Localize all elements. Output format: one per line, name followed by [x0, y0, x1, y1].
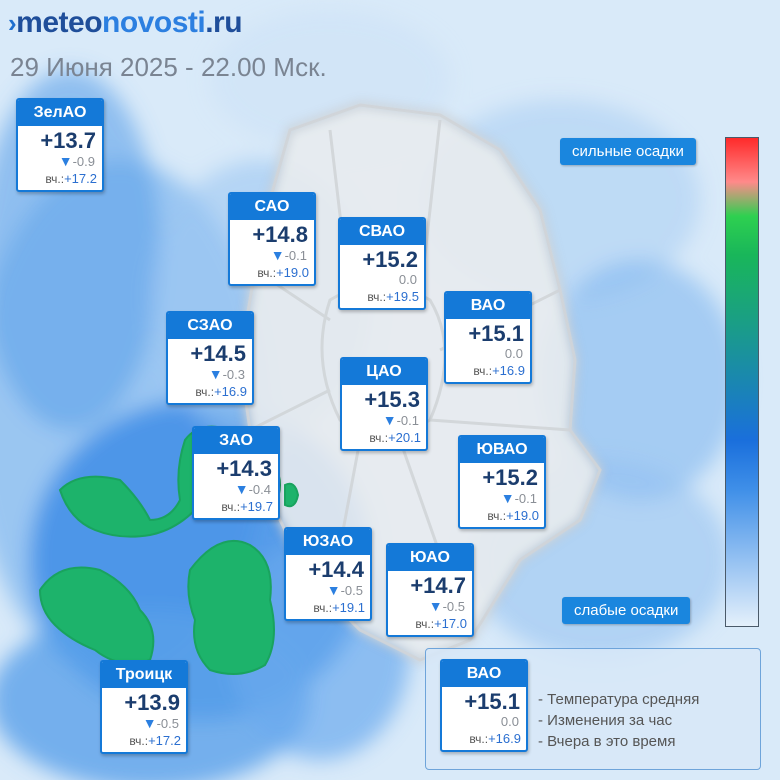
trend-down-icon: ▼: [270, 247, 285, 263]
scale-label-light: слабые осадки: [562, 597, 691, 624]
trend-down-icon: ▼: [234, 481, 249, 497]
district-card-sao: САО +14.8 ▼-0.1 вч.:+19.0: [228, 192, 316, 286]
trend-down-icon: ▼: [326, 582, 341, 598]
district-card-zao: ЗАО +14.3 ▼-0.4 вч.:+19.7: [192, 426, 280, 520]
hourly-change: ▼-0.3: [208, 366, 245, 382]
yesterday: вч.:+20.1: [369, 430, 421, 445]
yesterday: вч.:+17.2: [129, 733, 181, 748]
district-name: САО: [230, 194, 314, 220]
trend-down-icon: ▼: [142, 715, 157, 731]
yesterday: вч.:+17.2: [45, 171, 97, 186]
trend-down-icon: ▼: [382, 412, 397, 428]
district-name: ВАО: [442, 661, 526, 687]
hourly-change: ▼-0.4: [234, 481, 271, 497]
legend-panel: ВАО +15.1 0.0 вч.:+16.9 - Температура ср…: [425, 648, 761, 770]
yesterday: вч.:+16.9: [469, 731, 521, 746]
temperature: +14.5: [190, 341, 246, 366]
district-name: ЗАО: [194, 428, 278, 454]
hourly-change: ▼-0.1: [270, 247, 307, 263]
brand-part1: meteo: [16, 6, 103, 39]
hourly-change: ▼-0.5: [326, 582, 363, 598]
brand-part3: .ru: [205, 6, 243, 39]
legend-line-yesterday: - Вчера в это время: [538, 733, 676, 750]
district-card-svao: СВАО +15.2 0.0 вч.:+19.5: [338, 217, 426, 310]
temperature: +14.8: [252, 222, 308, 247]
legend-text: - Температура средняя - Изменения за час…: [538, 689, 699, 752]
district-name: ЮВАО: [460, 437, 544, 463]
trend-down-icon: ▼: [58, 153, 73, 169]
district-card-szao: СЗАО +14.5 ▼-0.3 вч.:+16.9: [166, 311, 254, 405]
district-name: ЦАО: [342, 359, 426, 385]
heavy-rain-layer: [38, 425, 300, 675]
hourly-change: ▼-0.5: [142, 715, 179, 731]
date-time: 29 Июня 2025 - 22.00 Мск.: [10, 52, 327, 82]
district-name: ЗелАО: [18, 100, 102, 126]
temperature: +13.7: [40, 128, 96, 153]
legend-line-change: - Изменения за час: [538, 712, 673, 729]
legend-line-temp: - Температура средняя: [538, 691, 700, 708]
hourly-change: ▼-0.1: [500, 490, 537, 506]
hourly-change: 0.0: [504, 346, 523, 361]
district-card-yuao: ЮАО +14.7 ▼-0.5 вч.:+17.0: [386, 543, 474, 637]
hourly-change: ▼-0.5: [428, 598, 465, 614]
hourly-change: 0.0: [398, 272, 417, 287]
district-name: ЮЗАО: [286, 529, 370, 555]
temperature: +15.3: [364, 387, 420, 412]
scale-label-heavy: сильные осадки: [560, 138, 696, 165]
trend-down-icon: ▼: [500, 490, 515, 506]
district-name: ВАО: [446, 293, 530, 319]
district-name: СВАО: [340, 219, 424, 245]
district-card-vao: ВАО +15.1 0.0 вч.:+16.9: [444, 291, 532, 384]
yesterday: вч.:+19.0: [257, 265, 309, 280]
brand-logo: ›meteonovosti.ru: [8, 6, 243, 40]
hourly-change: ▼-0.1: [382, 412, 419, 428]
temperature: +15.1: [464, 689, 520, 714]
yesterday: вч.:+19.0: [487, 508, 539, 523]
district-card-troitsk: Троицк +13.9 ▼-0.5 вч.:+17.2: [100, 660, 188, 754]
temperature: +14.4: [308, 557, 364, 582]
legend-sample-card: ВАО +15.1 0.0 вч.:+16.9: [440, 659, 528, 752]
brand-mark-icon: ›: [8, 8, 17, 38]
temperature: +14.3: [216, 456, 272, 481]
temperature: +14.7: [410, 573, 466, 598]
district-card-zelao: ЗелАО +13.7 ▼-0.9 вч.:+17.2: [16, 98, 104, 192]
yesterday: вч.:+19.7: [221, 499, 273, 514]
district-card-yuvao: ЮВАО +15.2 ▼-0.1 вч.:+19.0: [458, 435, 546, 529]
temperature: +15.2: [362, 247, 418, 272]
yesterday: вч.:+19.1: [313, 600, 365, 615]
district-name: Троицк: [102, 662, 186, 688]
temperature: +15.1: [468, 321, 524, 346]
district-name: ЮАО: [388, 545, 472, 571]
yesterday: вч.:+17.0: [415, 616, 467, 631]
trend-down-icon: ▼: [428, 598, 443, 614]
brand-part2: novosti: [102, 6, 206, 39]
district-card-yuzao: ЮЗАО +14.4 ▼-0.5 вч.:+19.1: [284, 527, 372, 621]
hourly-change: ▼-0.9: [58, 153, 95, 169]
trend-down-icon: ▼: [208, 366, 223, 382]
hourly-change: 0.0: [500, 714, 519, 729]
precipitation-scale-bar: [725, 137, 759, 627]
district-name: СЗАО: [168, 313, 252, 339]
yesterday: вч.:+16.9: [473, 363, 525, 378]
yesterday: вч.:+19.5: [367, 289, 419, 304]
yesterday: вч.:+16.9: [195, 384, 247, 399]
temperature: +13.9: [124, 690, 180, 715]
district-card-cao: ЦАО +15.3 ▼-0.1 вч.:+20.1: [340, 357, 428, 451]
temperature: +15.2: [482, 465, 538, 490]
